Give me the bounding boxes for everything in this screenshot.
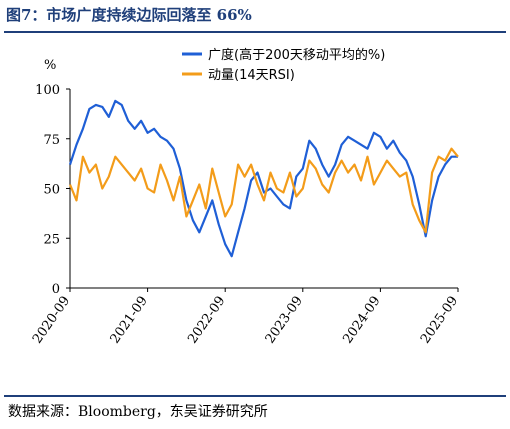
y-tick-label: 50 [43, 183, 60, 198]
x-tick-label: 2024-09 [340, 294, 383, 347]
source-note: 数据来源：Bloomberg，东吴证券研究所 [8, 404, 268, 420]
chart: % 0 25 50 75 100 2020-09 2021-09 2022-09 2023-09 2… [30, 47, 461, 347]
source-divider [4, 395, 506, 397]
chart-title: 图7：市场广度持续边际回落至 66% [6, 6, 252, 24]
legend-label-breadth: 广度(高于200天移动平均的%) [208, 47, 385, 63]
momentum-series-line [68, 147, 459, 234]
y-axis-unit: % [44, 58, 56, 73]
x-tick-label: 2020-09 [30, 294, 73, 347]
y-tick-label: 100 [35, 83, 60, 98]
x-tick-label: 2021-09 [108, 294, 151, 347]
x-tick-label: 2022-09 [185, 294, 228, 347]
breadth-series-line [68, 99, 458, 258]
x-tick-label: 2023-09 [263, 294, 306, 347]
x-tick-label: 2025-09 [418, 294, 461, 347]
title-divider [4, 31, 506, 33]
legend-label-momentum: 动量(14天RSI) [208, 68, 295, 83]
y-tick-label: 25 [43, 232, 60, 247]
y-tick-label: 0 [52, 282, 60, 297]
y-tick-label: 75 [43, 133, 60, 148]
